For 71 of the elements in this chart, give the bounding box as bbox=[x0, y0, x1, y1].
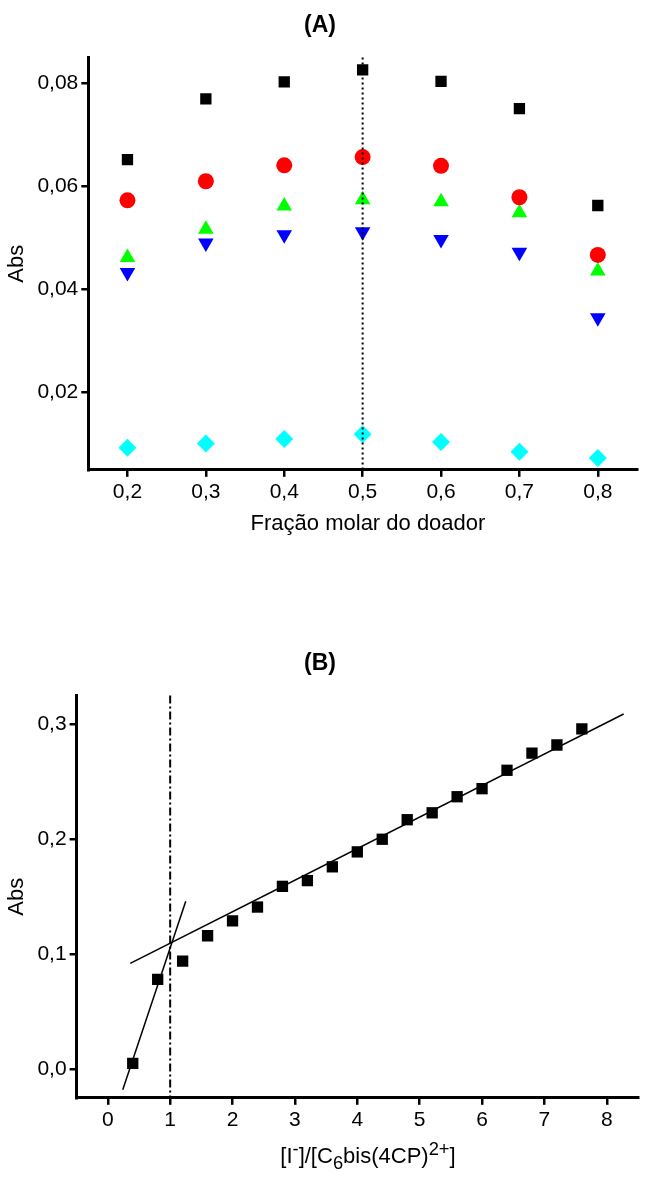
point bbox=[276, 880, 289, 893]
point bbox=[426, 807, 438, 819]
point bbox=[119, 192, 136, 209]
y-tick-label: 0,06 bbox=[37, 173, 79, 197]
chart-title: (B) bbox=[304, 649, 336, 676]
point bbox=[511, 189, 528, 206]
point bbox=[551, 739, 563, 751]
point bbox=[592, 199, 604, 212]
point bbox=[435, 75, 447, 87]
point bbox=[119, 248, 136, 263]
point bbox=[197, 173, 214, 190]
x-tick-label: 0 bbox=[101, 1107, 114, 1131]
x-tick-label: 0,2 bbox=[112, 479, 143, 503]
y-tick-label: 0,1 bbox=[37, 940, 67, 964]
point bbox=[121, 153, 134, 166]
x-tick-label: 0,8 bbox=[583, 479, 613, 503]
x-tick-label: 3 bbox=[289, 1107, 301, 1131]
point bbox=[176, 955, 189, 967]
point bbox=[152, 973, 164, 986]
x-tick-label: 0,4 bbox=[269, 479, 300, 503]
point bbox=[353, 425, 372, 444]
y-tick-label: 0,3 bbox=[37, 711, 67, 735]
y-axis-title: Abs bbox=[3, 244, 29, 283]
point bbox=[196, 434, 215, 453]
point bbox=[376, 833, 388, 845]
point bbox=[510, 442, 529, 461]
point bbox=[476, 783, 488, 795]
point bbox=[301, 874, 314, 887]
point bbox=[118, 438, 137, 457]
point bbox=[275, 429, 294, 448]
y-tick-label: 0,0 bbox=[37, 1055, 67, 1079]
x-tick-label: 2 bbox=[226, 1107, 239, 1131]
x-tick-label: 0,3 bbox=[191, 479, 221, 503]
point bbox=[526, 747, 538, 759]
point bbox=[276, 157, 293, 174]
point bbox=[589, 246, 606, 263]
x-tick-label: 0,6 bbox=[426, 479, 456, 503]
x-tick-label: 1 bbox=[164, 1107, 176, 1131]
point bbox=[226, 915, 239, 927]
y-tick-label: 0,08 bbox=[37, 70, 79, 94]
y-axis-title: Abs bbox=[3, 877, 29, 916]
point bbox=[451, 791, 463, 803]
x-tick-label: 6 bbox=[476, 1107, 488, 1131]
x-tick-label: 7 bbox=[538, 1107, 551, 1131]
point bbox=[576, 723, 588, 735]
y-tick-label: 0,02 bbox=[37, 379, 79, 403]
point bbox=[501, 764, 513, 776]
point bbox=[401, 814, 413, 826]
point bbox=[588, 448, 607, 467]
x-tick-label: 0,5 bbox=[348, 479, 378, 503]
x-axis-title: Fração molar do doador bbox=[249, 510, 487, 536]
point bbox=[354, 149, 371, 166]
x-axis-title: [I$^{-}$]/[C$_{6}$bis(4CP)$^{2+}$] bbox=[279, 1138, 457, 1174]
point bbox=[251, 901, 264, 913]
point bbox=[433, 157, 450, 174]
point bbox=[356, 64, 369, 76]
x-tick-label: 0,7 bbox=[504, 479, 535, 503]
point bbox=[201, 930, 214, 942]
point bbox=[127, 1057, 139, 1069]
point bbox=[200, 93, 212, 105]
point bbox=[326, 861, 338, 873]
chart-title: (A) bbox=[304, 11, 336, 38]
x-tick-label: 5 bbox=[413, 1107, 426, 1131]
point bbox=[351, 846, 363, 858]
x-tick-label: 4 bbox=[351, 1107, 364, 1131]
point bbox=[432, 432, 451, 451]
point bbox=[278, 76, 290, 88]
y-tick-label: 0,2 bbox=[37, 826, 67, 850]
x-tick-label: 8 bbox=[600, 1107, 613, 1131]
y-tick-label: 0,04 bbox=[37, 276, 79, 300]
point bbox=[513, 102, 526, 115]
